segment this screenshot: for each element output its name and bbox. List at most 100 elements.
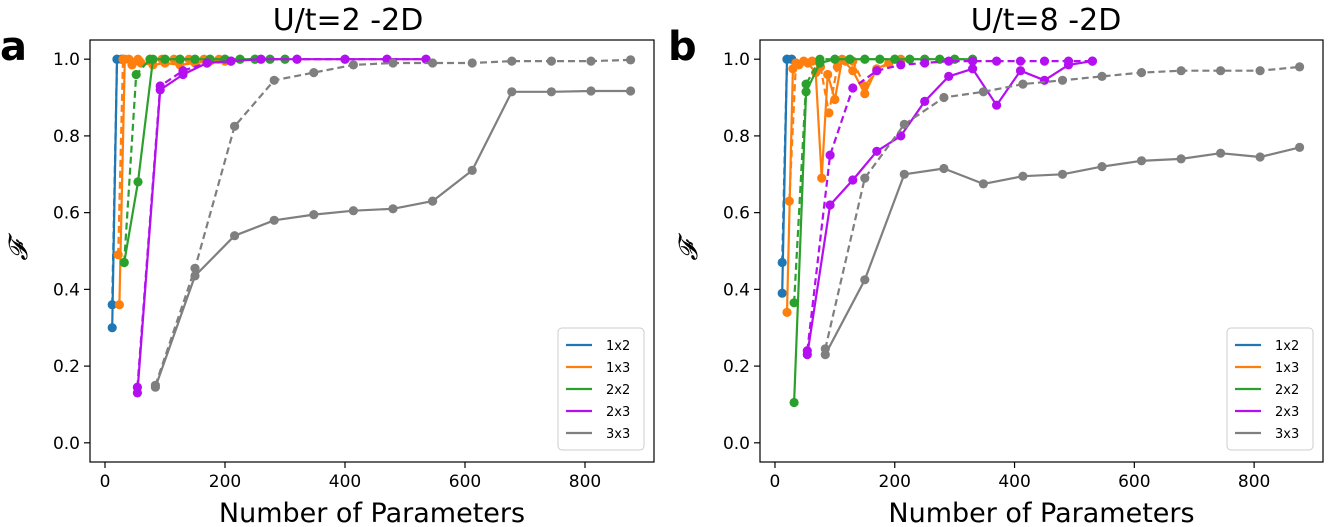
data-point-3x3 [1057, 169, 1068, 179]
data-point-2x3 [872, 66, 882, 76]
y-tick-label: 0.4 [723, 280, 750, 300]
data-point-2x2 [890, 54, 900, 64]
data-point-2x3 [992, 56, 1002, 66]
data-point-3x3 [586, 86, 596, 96]
x-tick-label: 0 [100, 472, 111, 492]
data-point-3x3 [1176, 154, 1186, 164]
legend-label-1x2: 1x2 [1275, 339, 1299, 354]
y-tick-label: 0.6 [53, 204, 80, 224]
data-point-3x3 [860, 173, 870, 183]
data-point-3x3 [1295, 142, 1305, 152]
data-point-3x3 [1136, 68, 1147, 78]
data-point-1x2 [777, 288, 787, 298]
legend-label-3x3: 3x3 [606, 427, 630, 442]
data-point-3x3 [978, 87, 989, 97]
data-point-3x3 [1255, 152, 1265, 162]
data-point-3x3 [348, 60, 358, 70]
data-point-3x3 [1295, 62, 1305, 72]
series-group [107, 54, 636, 398]
legend-box [1226, 327, 1314, 451]
data-point-2x3 [825, 150, 835, 160]
series-line-2x3-solid [136, 58, 426, 393]
data-point-3x3 [586, 56, 596, 66]
data-point-1x3 [824, 108, 834, 118]
data-point-3x3 [1097, 162, 1107, 172]
data-point-2x2 [133, 177, 143, 187]
data-point-2x3 [920, 96, 930, 106]
data-point-2x3 [968, 56, 978, 66]
data-point-2x3 [178, 66, 188, 76]
y-axis-label: 𝓕 [674, 233, 704, 261]
data-point-2x3 [1039, 75, 1050, 85]
data-point-1x3 [860, 89, 870, 99]
data-point-2x2 [145, 54, 155, 64]
data-point-1x3 [782, 307, 792, 317]
data-point-1x3 [124, 54, 134, 64]
data-point-1x3 [860, 81, 870, 91]
y-tick-label: 0.2 [53, 357, 80, 377]
y-axis-label: 𝓕 [4, 233, 34, 261]
data-point-2x3 [992, 100, 1002, 110]
data-point-1x2 [777, 257, 787, 268]
data-point-3x3 [230, 121, 240, 131]
data-point-2x2 [131, 69, 141, 80]
data-point-1x3 [784, 196, 794, 206]
data-point-2x2 [235, 54, 245, 64]
x-tick-label: 400 [329, 472, 361, 492]
data-point-3x3 [269, 75, 279, 85]
data-point-1x2 [107, 323, 117, 333]
data-point-2x3 [1015, 56, 1026, 66]
data-point-3x3 [1018, 79, 1028, 89]
data-point-3x3 [150, 380, 160, 390]
data-point-3x3 [899, 169, 909, 179]
data-point-3x3 [978, 179, 989, 189]
data-point-2x3 [1087, 56, 1097, 66]
data-point-1x3 [114, 300, 124, 310]
data-point-3x3 [507, 56, 517, 66]
axes-frame [89, 39, 655, 463]
legend-label-1x2: 1x2 [606, 339, 630, 354]
data-point-3x3 [388, 58, 398, 68]
legend: 1x2 1x3 2x2 2x3 3x3 [1226, 327, 1314, 451]
data-point-1x3 [823, 69, 833, 80]
data-point-2x2 [119, 257, 129, 268]
data-point-3x3 [1018, 171, 1028, 181]
legend-label-2x2: 2x2 [606, 383, 630, 398]
legend-box [557, 327, 645, 451]
data-point-2x3 [848, 175, 858, 185]
data-point-2x2 [905, 54, 915, 64]
data-point-3x3 [939, 92, 949, 103]
panel-letter: a [0, 24, 27, 70]
data-point-2x2 [830, 54, 840, 64]
data-point-2x3 [1015, 66, 1026, 76]
panel-letter: b [668, 24, 697, 70]
y-tick-label: 0.0 [723, 434, 750, 454]
data-point-3x3 [939, 163, 949, 174]
series-line-2x3-solid [806, 60, 1093, 355]
data-point-3x3 [388, 204, 398, 214]
data-point-2x3 [340, 54, 350, 64]
data-point-1x3 [830, 94, 840, 105]
data-point-2x2 [160, 54, 170, 64]
data-point-2x3 [132, 382, 142, 392]
data-point-3x3 [428, 58, 438, 68]
y-tick-label: 0.4 [53, 280, 80, 300]
data-point-2x2 [860, 54, 870, 64]
data-point-1x3 [832, 62, 842, 72]
data-point-3x3 [348, 206, 358, 216]
y-tick-label: 0.8 [53, 127, 80, 147]
data-point-2x2 [190, 54, 200, 64]
x-tick-label: 400 [998, 472, 1030, 492]
data-point-2x3 [848, 83, 858, 93]
x-axis-label: Number of Parameters [888, 498, 1194, 527]
data-point-2x2 [789, 298, 799, 308]
legend-label-3x3: 3x3 [1275, 427, 1299, 442]
data-point-1x3 [799, 56, 809, 66]
series-line-3x3-dashed [824, 65, 1300, 350]
data-point-3x3 [428, 196, 438, 206]
x-tick-label: 800 [1238, 472, 1270, 492]
data-point-3x3 [1255, 66, 1265, 76]
data-point-2x3 [944, 71, 954, 81]
data-point-2x3 [872, 146, 882, 156]
